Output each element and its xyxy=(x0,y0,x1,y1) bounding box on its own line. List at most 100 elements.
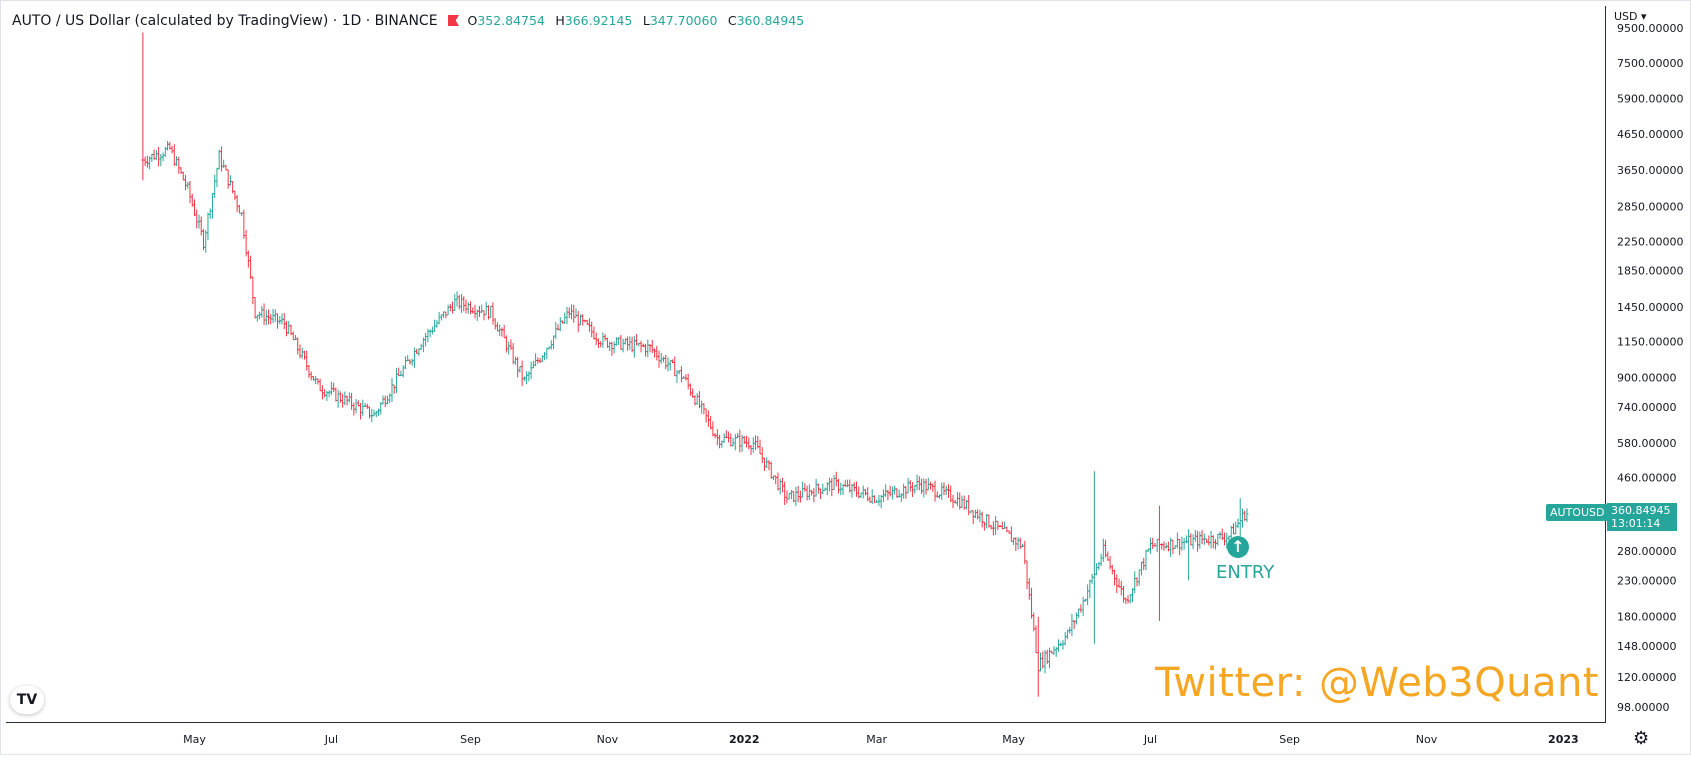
ohlc-bar xyxy=(390,377,394,403)
time-tick-label: 2022 xyxy=(729,733,760,746)
price-tick-label: 1450.00000 xyxy=(1617,301,1683,314)
ohlc-bar xyxy=(412,347,416,368)
flag-icon[interactable] xyxy=(448,15,460,26)
ohlc-bar xyxy=(177,156,181,174)
time-tick-label: May xyxy=(183,733,206,746)
ohlc-bar xyxy=(747,437,751,450)
ohlc-bar xyxy=(563,312,567,325)
ohlc-bar xyxy=(392,384,396,394)
close-value: 360.84945 xyxy=(736,13,805,28)
arrow-up-circle-icon: ↑ xyxy=(1227,536,1249,558)
ohlc-bar xyxy=(567,307,571,319)
tradingview-logo[interactable]: TV xyxy=(10,686,44,714)
ohlc-bar xyxy=(576,310,580,333)
ohlc-bar xyxy=(1234,521,1238,535)
ohlc-bar xyxy=(307,364,311,379)
price-tick-label: 120.00000 xyxy=(1617,671,1677,684)
ohlc-bar xyxy=(383,395,387,408)
ohlc-bar xyxy=(435,319,439,328)
ohlc-bar xyxy=(989,524,993,530)
ohlc-bar xyxy=(453,293,457,311)
time-axis[interactable]: May Jul Sep Nov 2022 Mar May Jul Sep Nov 2023 xyxy=(6,724,1606,755)
ohlc-bar xyxy=(1198,531,1202,549)
ohlc-bar xyxy=(1187,529,1191,581)
ohlc-bar xyxy=(1052,646,1056,656)
ohlc-bar xyxy=(172,144,176,166)
ohlc-bar xyxy=(931,483,935,492)
ohlc-bar xyxy=(527,371,531,382)
bar-countdown: 13:01:14 xyxy=(1611,517,1661,530)
ohlc-bar xyxy=(558,317,562,332)
ohlc-bar xyxy=(491,302,495,325)
ohlc-bar xyxy=(569,304,573,320)
ohlc-bar xyxy=(1148,537,1152,554)
ohlc-bar xyxy=(812,488,816,503)
ohlc-bar xyxy=(219,146,223,172)
ohlc-bar xyxy=(1133,571,1137,594)
ohlc-bar xyxy=(466,302,470,314)
ohlc-bar xyxy=(1027,578,1031,600)
ohlc-bar xyxy=(913,484,917,494)
ohlc-bar xyxy=(287,321,291,334)
ohlc-bar xyxy=(222,159,226,168)
ohlc-bar xyxy=(419,343,423,350)
ohlc-bar xyxy=(482,310,486,321)
price-tick-label: 2850.00000 xyxy=(1617,201,1683,214)
symbol-title[interactable]: AUTO / US Dollar (calculated by TradingV… xyxy=(12,13,438,29)
ohlc-bar xyxy=(184,174,188,191)
ohlc-bar xyxy=(473,304,477,319)
time-tick-label: 2023 xyxy=(1548,733,1579,746)
ohlc-bar xyxy=(372,409,376,417)
ohlc-bar xyxy=(403,356,407,369)
ohlc-bar xyxy=(309,371,313,381)
ohlc-bar xyxy=(1209,530,1213,549)
ohlc-bar xyxy=(1079,604,1083,613)
ohlc-bar xyxy=(996,520,1000,530)
plot-area[interactable] xyxy=(6,6,1606,723)
ohlc-bar xyxy=(830,478,834,497)
ohlc-bar xyxy=(819,488,823,500)
ohlc-bar xyxy=(944,485,948,495)
ohlc-bar xyxy=(267,309,271,325)
ohlc-bar xyxy=(982,521,986,531)
ohlc-bar xyxy=(354,399,358,414)
ohlc-bar xyxy=(915,474,919,491)
ohlc-bar xyxy=(320,385,324,400)
currency-selector[interactable]: USD ▾ xyxy=(1614,10,1647,23)
ohlc-bar xyxy=(215,167,219,188)
ohlc-bar xyxy=(262,303,266,326)
ohlc-bar xyxy=(1122,586,1126,603)
time-tick-label: Sep xyxy=(1279,733,1300,746)
price-axis[interactable]: 9500.00000 7500.00000 5900.00000 4650.00000… xyxy=(1607,6,1691,723)
ohlc-bar xyxy=(612,341,616,354)
ohlc-bar xyxy=(1070,613,1074,637)
price-tick-label: 900.00000 xyxy=(1617,372,1677,385)
ohlc-bar xyxy=(424,332,428,347)
ohlc-bar xyxy=(572,304,576,323)
ohlc-bar xyxy=(1090,573,1094,584)
ohlc-bar xyxy=(1231,523,1235,535)
ohlc-bar xyxy=(850,483,854,498)
ohlc-bar xyxy=(511,343,515,365)
last-price-tag: 360.84945 13:01:14 xyxy=(1607,503,1677,531)
low-label: L xyxy=(642,13,650,28)
ohlc-bar xyxy=(655,345,659,361)
ohlc-bar xyxy=(255,314,259,322)
time-tick-label: Mar xyxy=(866,733,887,746)
ohlc-bar xyxy=(594,332,598,345)
ohlc-bar xyxy=(1043,650,1047,674)
ohlc-bar xyxy=(188,180,192,204)
gear-icon[interactable]: ⚙ xyxy=(1633,728,1650,749)
ohlc-bar xyxy=(213,174,217,198)
ohlc-bar xyxy=(754,435,758,450)
ohlc-bar xyxy=(195,209,199,229)
ohlc-bar xyxy=(738,429,742,453)
ohlc-bar xyxy=(805,485,809,501)
ohlc-bar xyxy=(608,341,612,351)
ohlc-bar xyxy=(837,478,841,494)
ohlc-bar xyxy=(296,337,300,355)
price-tick-label: 740.00000 xyxy=(1617,401,1677,414)
ohlc-chart[interactable] xyxy=(6,6,1606,723)
ohlc-bar xyxy=(828,477,832,492)
ohlc-bar xyxy=(502,324,506,339)
